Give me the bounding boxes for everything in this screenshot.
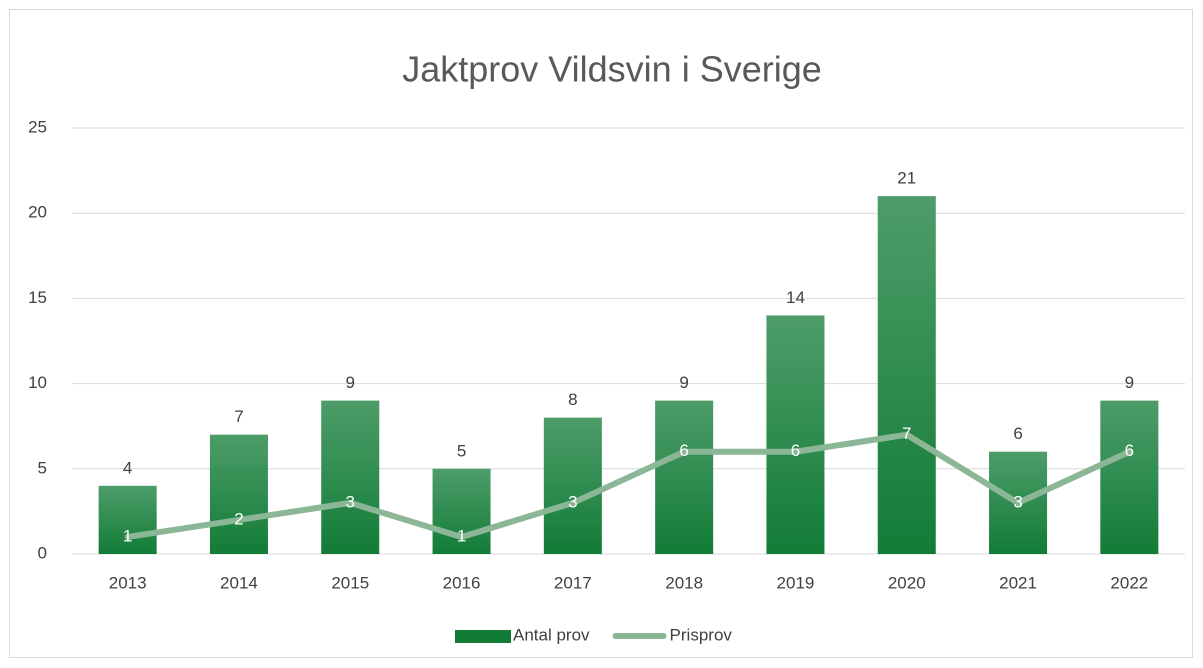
y-tick-label: 10 <box>28 373 47 392</box>
y-tick-label: 0 <box>38 543 47 562</box>
chart-title: Jaktprov Vildsvin i Sverige <box>402 49 822 90</box>
x-tick-label: 2016 <box>443 573 481 592</box>
data-label: 9 <box>346 373 355 392</box>
data-label: 5 <box>457 441 466 460</box>
line <box>124 431 1133 540</box>
legend-label: Prisprov <box>670 625 733 644</box>
y-tick-label: 15 <box>28 288 47 307</box>
legend-swatch <box>455 630 511 643</box>
x-tick-label: 2019 <box>777 573 815 592</box>
data-label: 6 <box>1125 441 1134 460</box>
x-tick-label: 2022 <box>1110 573 1148 592</box>
x-tick-label: 2013 <box>109 573 147 592</box>
bar-shine <box>655 400 714 554</box>
x-tick-label: 2021 <box>999 573 1037 592</box>
data-label: 14 <box>786 288 805 307</box>
data-label: 1 <box>123 526 132 545</box>
data-label: 2 <box>234 509 243 528</box>
bar-shine <box>1100 400 1159 554</box>
y-tick-label: 25 <box>28 117 47 136</box>
data-label: 21 <box>897 169 916 188</box>
data-label: 6 <box>791 441 800 460</box>
data-label: 9 <box>1125 373 1134 392</box>
bar-shine <box>766 315 825 554</box>
y-tick-label: 20 <box>28 203 47 222</box>
x-tick-label: 2020 <box>888 573 926 592</box>
data-label: 6 <box>1013 424 1022 443</box>
y-tick-label: 5 <box>38 458 47 477</box>
data-label: 3 <box>346 492 355 511</box>
data-label: 9 <box>679 373 688 392</box>
data-label: 7 <box>902 424 911 443</box>
data-label: 3 <box>1013 492 1022 511</box>
data-label: 8 <box>568 390 577 409</box>
bar-shine <box>209 434 268 554</box>
data-label: 4 <box>123 458 132 477</box>
chart-border <box>9 9 1193 658</box>
bar-shine <box>98 485 157 554</box>
bar-shine <box>543 417 602 554</box>
data-label: 1 <box>457 526 466 545</box>
legend-label: Antal prov <box>513 625 590 644</box>
x-tick-label: 2014 <box>220 573 258 592</box>
data-label: 3 <box>568 492 577 511</box>
data-label: 7 <box>234 407 243 426</box>
data-label: 6 <box>679 441 688 460</box>
bar-shine <box>877 196 936 554</box>
x-tick-label: 2015 <box>331 573 369 592</box>
x-tick-label: 2018 <box>665 573 703 592</box>
bar-shine <box>321 400 380 554</box>
x-tick-label: 2017 <box>554 573 592 592</box>
